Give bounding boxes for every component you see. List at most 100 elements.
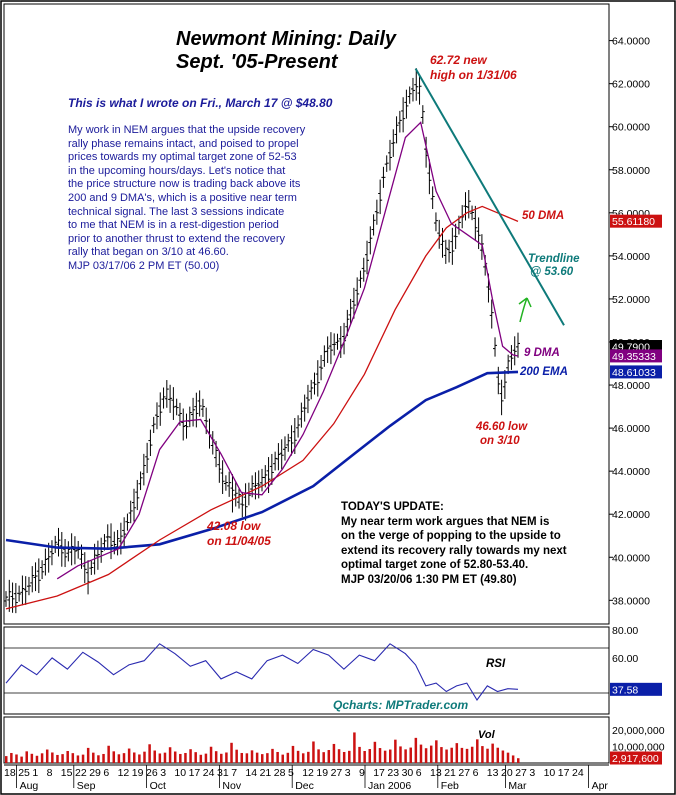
volume-bar — [173, 751, 177, 763]
volume-bar — [394, 739, 397, 763]
volume-bar — [378, 748, 382, 763]
commentary-line: the price structure now is trading back … — [68, 178, 301, 191]
volume-bar — [424, 748, 428, 763]
price-panel — [3, 3, 610, 625]
x-day-label: 17 — [373, 767, 385, 779]
volume-bar — [45, 749, 49, 763]
x-day-label: 3 — [160, 767, 166, 779]
price-badge — [610, 365, 662, 379]
x-day-label: 25 — [18, 767, 30, 779]
commentary-line: rally phase remains intact, and poised t… — [68, 137, 299, 150]
x-day-label: 18 — [4, 767, 16, 779]
volume-bar — [189, 749, 192, 763]
commentary-line: rally that began on 3/10 at 46.60. — [68, 246, 229, 259]
x-day-label: 19 — [316, 767, 328, 779]
volume-bar — [255, 752, 259, 763]
volume-bar — [491, 743, 494, 763]
x-day-label: 31 — [217, 767, 229, 779]
volume-bar — [168, 747, 172, 763]
x-day-label: 8 — [47, 767, 53, 779]
volume-bar — [107, 745, 110, 763]
volume-bar — [184, 752, 187, 763]
volume-bar — [35, 755, 39, 763]
x-month-label: Jan 2006 — [368, 780, 411, 792]
volume-bar — [25, 751, 28, 763]
volume-panel — [3, 716, 610, 764]
x-axis-ticks: 18 25 1 8 15 22 29 6 12 19 26 3 10 17 24 31 7 14 21 28 5 12 19… — [4, 765, 608, 792]
volume-bar — [506, 752, 510, 763]
x-month-label: Nov — [222, 780, 241, 792]
x-month-label: Oct — [150, 780, 166, 792]
x-day-label: 27 — [515, 767, 527, 779]
low-nov-line2: on 11/04/05 — [207, 534, 271, 548]
volume-bar — [122, 753, 126, 763]
x-day-label: 26 — [146, 767, 158, 779]
x-day-label: 29 — [89, 767, 101, 779]
high-annotation-line1: 62.72 new — [430, 53, 487, 67]
volume-bar — [204, 753, 208, 763]
x-day-label: 9 — [359, 767, 365, 779]
volume-bar — [117, 754, 121, 763]
update-line: on the verge of popping to the upside to — [341, 530, 561, 542]
update-signature: MJP 03/20/06 1:30 PM ET (49.80) — [341, 573, 517, 586]
x-day-label: 30 — [402, 767, 414, 779]
volume-bar — [373, 741, 377, 763]
x-day-label: 6 — [416, 767, 422, 779]
x-month-label: Mar — [508, 780, 527, 792]
x-day-label: 12 — [302, 767, 314, 779]
volume-bar — [301, 753, 305, 763]
volume-bar — [30, 753, 34, 763]
volume-bar — [40, 753, 44, 763]
volume-bar — [194, 752, 197, 763]
volume-bar — [368, 749, 372, 763]
volume-bar — [92, 752, 95, 763]
price-tick-label: 42.0000 — [612, 509, 650, 521]
volume-bar — [501, 750, 505, 763]
price-tick-label: 38.0000 — [612, 595, 650, 607]
volume-bar — [414, 737, 418, 763]
indicator-lines — [5, 68, 565, 610]
price-tick-label: 44.0000 — [612, 466, 650, 478]
trendline-label-line2: @ 53.60 — [530, 266, 574, 278]
x-day-label: 20 — [501, 767, 513, 779]
price-tick-label: 60.0000 — [612, 122, 650, 134]
dma50-line — [5, 205, 519, 610]
trendline — [414, 68, 565, 326]
volume-bar — [470, 746, 474, 763]
volume-bar — [71, 753, 75, 763]
commentary-line: technical signal. The last 3 sessions in… — [68, 205, 285, 218]
x-day-label: 6 — [473, 767, 479, 779]
update-line: My near term work argues that NEM is — [341, 515, 550, 528]
volume-bar — [450, 747, 453, 763]
volume-bar — [56, 754, 59, 763]
price-tick-label: 54.0000 — [612, 251, 650, 263]
price-badge — [610, 349, 662, 363]
volume-bar — [404, 749, 407, 763]
volume-bar — [317, 749, 320, 763]
low-mar-line1: 46.60 low — [475, 421, 528, 433]
x-day-label: 5 — [288, 767, 294, 779]
volume-bar — [476, 739, 479, 763]
volume-bar — [66, 751, 69, 763]
dma9-line — [56, 121, 519, 580]
rsi-series: 80.00 60.00 37.58 — [5, 625, 662, 701]
price-badge — [610, 214, 662, 228]
x-month-label: Dec — [295, 780, 314, 792]
x-day-label: 13 — [430, 767, 442, 779]
volume-bar — [199, 754, 203, 763]
x-day-label: 3 — [529, 767, 535, 779]
volume-bar — [10, 752, 13, 763]
volume-bar — [240, 752, 244, 763]
x-month-label: Apr — [592, 780, 609, 792]
price-tick-label: 64.0000 — [612, 36, 650, 48]
vol-label: Vol — [478, 729, 496, 741]
volume-bar — [440, 747, 443, 763]
volume-bar — [419, 744, 423, 763]
volume-bar — [517, 758, 520, 763]
price-tick-label: 52.0000 — [612, 294, 650, 306]
dma50-label: 50 DMA — [522, 210, 564, 222]
dma9-label: 9 DMA — [524, 347, 560, 359]
price-badge-label: 48.61033 — [612, 367, 656, 379]
